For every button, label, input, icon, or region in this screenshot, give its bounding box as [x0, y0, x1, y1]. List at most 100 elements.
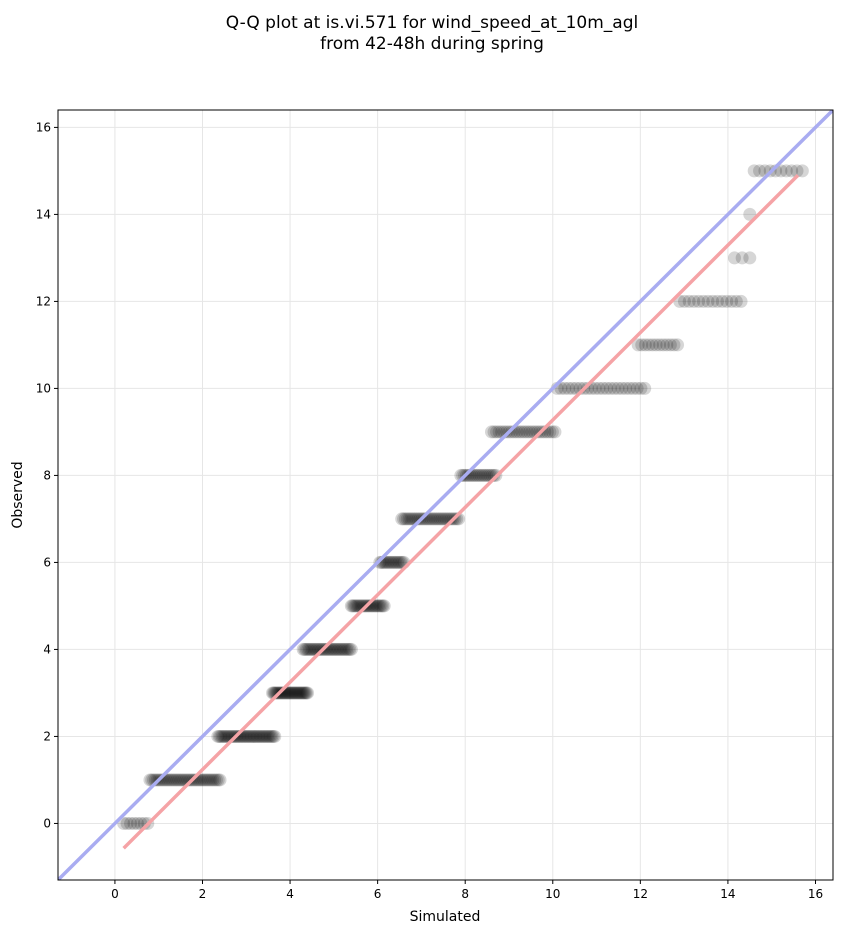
data-point — [211, 729, 225, 743]
data-point — [168, 773, 182, 787]
data-point — [252, 729, 266, 743]
data-point — [296, 686, 310, 700]
data-point — [130, 816, 144, 830]
data-point — [394, 555, 408, 569]
data-point — [231, 729, 245, 743]
x-tick-label-7: 14 — [720, 887, 735, 901]
data-point — [259, 729, 273, 743]
data-point — [790, 164, 804, 178]
data-point — [753, 164, 767, 178]
data-point — [166, 773, 180, 787]
data-point — [296, 642, 310, 656]
data-point — [398, 512, 412, 526]
data-point — [520, 425, 534, 439]
data-point — [225, 729, 239, 743]
data-point — [660, 338, 674, 352]
grid — [58, 110, 833, 880]
chart-title-line-2: from 42-48h during spring — [320, 34, 544, 54]
data-point — [461, 468, 475, 482]
y-tick-label-0: 0 — [43, 816, 51, 830]
data-point — [266, 729, 280, 743]
data-point — [437, 512, 451, 526]
data-point — [276, 686, 290, 700]
y-tick-label-1: 2 — [43, 729, 51, 743]
data-point — [299, 642, 313, 656]
data-point — [619, 381, 633, 395]
x-axis-ticks: 0 2 4 6 8 10 12 14 16 — [111, 880, 823, 901]
data-point — [634, 381, 648, 395]
data-point — [313, 642, 327, 656]
data-point — [161, 773, 175, 787]
data-point — [512, 425, 526, 439]
data-point — [433, 512, 447, 526]
data-point — [286, 686, 300, 700]
data-point — [127, 816, 141, 830]
data-point — [370, 599, 384, 613]
data-point — [381, 555, 395, 569]
data-point — [382, 555, 396, 569]
data-point — [743, 251, 757, 265]
data-point — [397, 512, 411, 526]
x-tick-label-2: 4 — [286, 887, 294, 901]
data-point — [630, 381, 644, 395]
y-tick-label-5: 10 — [36, 381, 51, 395]
data-point — [642, 338, 656, 352]
y-tick-label-2: 4 — [43, 642, 51, 656]
data-point — [596, 381, 610, 395]
data-point — [268, 729, 282, 743]
data-point — [265, 729, 279, 743]
y-tick-label-6: 12 — [36, 294, 51, 308]
data-point — [172, 773, 186, 787]
data-point — [480, 468, 494, 482]
data-point — [374, 599, 388, 613]
data-point — [344, 599, 358, 613]
x-tick-label-1: 2 — [199, 887, 207, 901]
data-point — [320, 642, 334, 656]
data-point — [734, 294, 748, 308]
data-point — [581, 381, 595, 395]
data-point — [384, 555, 398, 569]
data-point — [260, 729, 274, 743]
data-point — [213, 773, 227, 787]
data-point — [692, 294, 706, 308]
data-point — [337, 642, 351, 656]
data-point — [246, 729, 260, 743]
data-point — [330, 642, 344, 656]
data-point — [389, 555, 403, 569]
data-point — [290, 686, 304, 700]
data-point — [247, 729, 261, 743]
data-point — [611, 381, 625, 395]
x-tick-label-8: 16 — [808, 887, 823, 901]
data-point — [329, 642, 343, 656]
data-point — [293, 686, 307, 700]
data-point — [288, 686, 302, 700]
data-point — [706, 294, 720, 308]
data-point — [404, 512, 418, 526]
data-point — [292, 686, 306, 700]
data-point — [258, 729, 272, 743]
data-point — [469, 468, 483, 482]
data-point — [484, 425, 498, 439]
data-point — [622, 381, 636, 395]
data-point — [548, 425, 562, 439]
data-point — [165, 773, 179, 787]
data-point — [607, 381, 621, 395]
data-point — [735, 251, 749, 265]
data-point — [239, 729, 253, 743]
data-point — [492, 425, 506, 439]
data-point — [565, 381, 579, 395]
data-point — [517, 425, 531, 439]
plot-frame — [57, 109, 834, 881]
data-point — [209, 773, 223, 787]
data-point — [687, 294, 701, 308]
data-point — [202, 773, 216, 787]
data-point — [262, 729, 276, 743]
x-axis-label: Simulated — [410, 909, 481, 925]
data-point — [603, 381, 617, 395]
data-point — [487, 425, 501, 439]
data-point — [218, 729, 232, 743]
x-tick-label-5: 10 — [545, 887, 560, 901]
data-point — [631, 338, 645, 352]
data-point — [347, 599, 361, 613]
x-tick-label-4: 8 — [461, 887, 469, 901]
